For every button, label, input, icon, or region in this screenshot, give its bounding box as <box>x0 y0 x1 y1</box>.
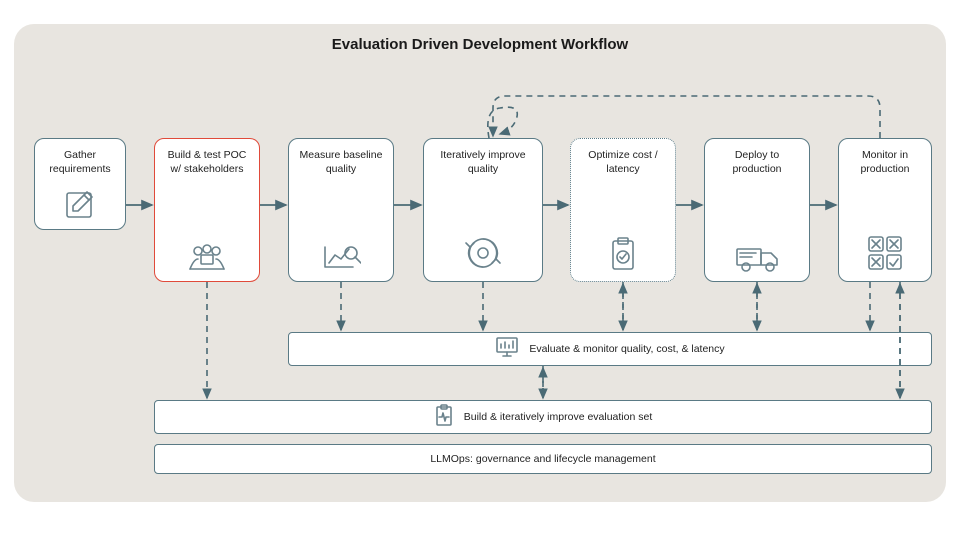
node-label: Deploy to production <box>711 149 803 176</box>
node-build-test-poc: Build & test POC w/ stakeholders <box>154 138 260 282</box>
bar-label: Evaluate & monitor quality, cost, & late… <box>529 343 724 355</box>
pencil-square-icon <box>63 187 97 221</box>
node-iteratively-improve: Iteratively improve quality <box>423 138 543 282</box>
node-deploy-production: Deploy to production <box>704 138 810 282</box>
bar-llmops: LLMOps: governance and lifecycle managem… <box>154 444 932 474</box>
bar-evaluate-monitor: Evaluate & monitor quality, cost, & late… <box>288 332 932 366</box>
bar-label: Build & iteratively improve evaluation s… <box>464 411 653 423</box>
clipboard-pulse-icon <box>434 403 454 432</box>
node-gather-requirements: Gather requirements <box>34 138 126 230</box>
node-label: Build & test POC w/ stakeholders <box>161 149 253 176</box>
node-monitor-production: Monitor in production <box>838 138 932 282</box>
bar-label: LLMOps: governance and lifecycle managem… <box>430 453 655 465</box>
node-label: Gather requirements <box>41 149 119 176</box>
chart-magnify-icon <box>321 239 361 273</box>
truck-icon <box>734 243 780 273</box>
diagram-title: Evaluation Driven Development Workflow <box>0 36 960 53</box>
node-label: Optimize cost / latency <box>577 149 669 176</box>
monitor-bars-icon <box>495 336 519 363</box>
bar-build-eval-set: Build & iteratively improve evaluation s… <box>154 400 932 434</box>
grid-checks-icon <box>865 233 905 273</box>
node-label: Iteratively improve quality <box>430 149 536 176</box>
node-optimize-cost-latency: Optimize cost / latency <box>570 138 676 282</box>
node-label: Measure baseline quality <box>295 149 387 176</box>
cycle-icon <box>463 233 503 273</box>
people-icon <box>184 239 230 273</box>
node-label: Monitor in production <box>845 149 925 176</box>
clipboard-check-icon <box>608 235 638 273</box>
node-measure-baseline: Measure baseline quality <box>288 138 394 282</box>
